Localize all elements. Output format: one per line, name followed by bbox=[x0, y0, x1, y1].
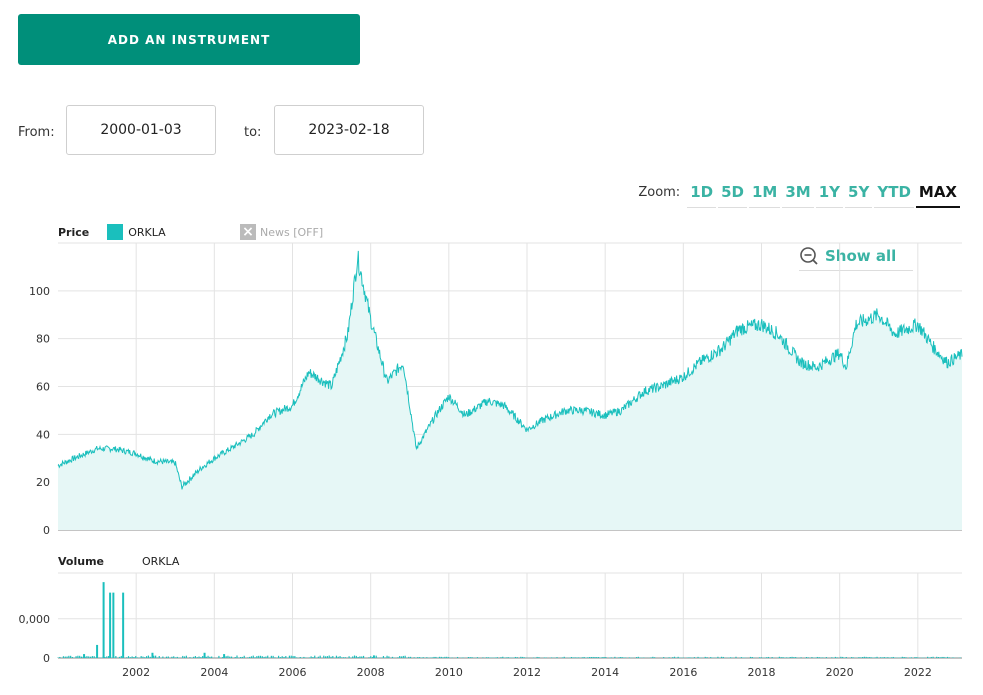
to-label: to: bbox=[244, 125, 262, 140]
volume-legend-series: ORKLA bbox=[142, 555, 180, 568]
zoom-out-icon bbox=[800, 247, 818, 265]
price-y-tick-label: 100 bbox=[29, 285, 50, 298]
x-tick-label: 2020 bbox=[826, 666, 854, 679]
show-all-label: Show all bbox=[825, 247, 897, 265]
zoom-5y-button[interactable]: 5Y bbox=[845, 180, 873, 208]
show-all-button[interactable]: Show all bbox=[799, 242, 913, 271]
volume-y-tick-label: 0,000 bbox=[19, 613, 51, 626]
x-tick-label: 2002 bbox=[122, 666, 150, 679]
news-toggle[interactable]: × News [OFF] bbox=[240, 224, 323, 240]
zoom-1m-button[interactable]: 1M bbox=[748, 180, 781, 208]
x-tick-label: 2010 bbox=[435, 666, 463, 679]
price-legend-title: Price bbox=[58, 225, 90, 239]
from-label: From: bbox=[18, 125, 55, 140]
zoom-max-button[interactable]: MAX bbox=[915, 180, 960, 208]
zoom-5d-button[interactable]: 5D bbox=[718, 180, 747, 208]
add-instrument-button[interactable]: ADD AN INSTRUMENT bbox=[18, 14, 360, 65]
to-date-input[interactable] bbox=[274, 105, 424, 155]
price-legend: Price ORKLA bbox=[58, 224, 166, 240]
volume-y-tick-label: 0 bbox=[43, 652, 50, 665]
series-swatch bbox=[107, 224, 124, 240]
x-tick-label: 2004 bbox=[200, 666, 228, 679]
x-tick-label: 2012 bbox=[513, 666, 541, 679]
x-tick-label: 2022 bbox=[904, 666, 932, 679]
zoom-1d-button[interactable]: 1D bbox=[687, 180, 717, 208]
zoom-3m-button[interactable]: 3M bbox=[782, 180, 814, 208]
price-y-tick-label: 80 bbox=[36, 333, 50, 346]
price-y-tick-label: 60 bbox=[36, 381, 50, 394]
x-tick-label: 2016 bbox=[669, 666, 697, 679]
volume-legend-title: Volume bbox=[58, 555, 104, 568]
price-series-line bbox=[57, 250, 963, 490]
zoom-bar: Zoom: 1D 5D 1M 3M 1Y 5Y YTD MAX bbox=[638, 180, 961, 208]
x-tick-label: 2006 bbox=[279, 666, 307, 679]
close-icon: × bbox=[240, 224, 256, 240]
volume-legend: Volume ORKLA bbox=[58, 555, 179, 568]
x-tick-label: 2008 bbox=[357, 666, 385, 679]
price-area-fill bbox=[58, 250, 962, 530]
price-legend-series[interactable]: ORKLA bbox=[128, 225, 166, 239]
from-date-input[interactable] bbox=[66, 105, 216, 155]
zoom-ytd-button[interactable]: YTD bbox=[874, 180, 914, 208]
zoom-label: Zoom: bbox=[638, 185, 681, 200]
zoom-1y-button[interactable]: 1Y bbox=[815, 180, 844, 208]
x-tick-label: 2014 bbox=[591, 666, 619, 679]
x-tick-label: 2018 bbox=[748, 666, 776, 679]
news-label: News [OFF] bbox=[260, 225, 324, 239]
price-y-tick-label: 0 bbox=[43, 524, 50, 537]
price-y-tick-label: 40 bbox=[36, 428, 50, 441]
price-y-tick-label: 20 bbox=[36, 476, 50, 489]
